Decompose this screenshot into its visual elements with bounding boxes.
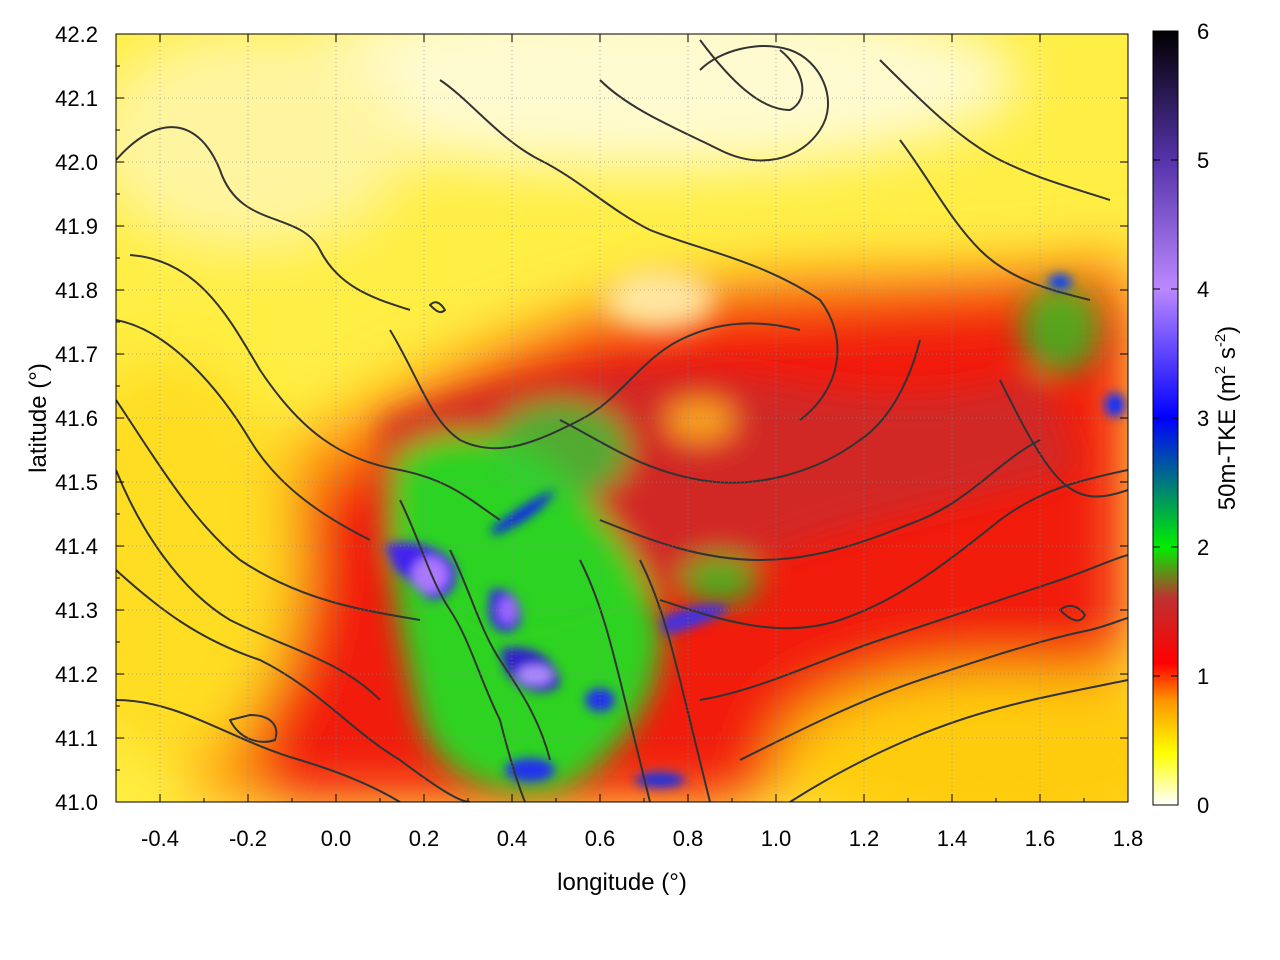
y-tick-label: 41.4	[55, 534, 98, 559]
y-tick-label: 41.2	[55, 662, 98, 687]
x-tick-label: 0.8	[673, 826, 704, 851]
tke-field	[116, 34, 1128, 802]
x-tick-label: 0.0	[321, 826, 352, 851]
colorbar-tick-label: 4	[1197, 277, 1209, 302]
y-tick-label: 41.8	[55, 278, 98, 303]
x-tick-label: 0.6	[585, 826, 616, 851]
y-tick-label: 41.9	[55, 214, 98, 239]
y-tick-label: 42.0	[55, 150, 98, 175]
x-tick-label: 0.4	[497, 826, 528, 851]
x-tick-label: 1.8	[1113, 826, 1144, 851]
y-axis-label: latitude (°)	[25, 363, 52, 473]
colorbar-label-sup1: 2	[1212, 366, 1229, 374]
x-tick-label: -0.4	[141, 826, 179, 851]
y-tick-label: 42.2	[55, 22, 98, 47]
x-tick-label: 0.2	[409, 826, 440, 851]
x-axis-label: longitude (°)	[557, 869, 687, 896]
y-axis-ticks: 41.0 41.1 41.2 41.3 41.4 41.5 41.6 41.7 41.8 41.9…	[55, 22, 1128, 815]
colorbar-tick-label: 3	[1197, 406, 1209, 431]
colorbar-label-mid: s	[1214, 347, 1241, 366]
y-tick-label: 41.5	[55, 470, 98, 495]
colorbar-tick-label: 6	[1197, 19, 1209, 44]
colorbar-label-main: 50m-TKE (m	[1214, 374, 1241, 510]
colorbar: 0 1 2 3 4 5 6 50m-TKE (m2 s-2)	[1152, 19, 1241, 818]
x-tick-label: 1.2	[849, 826, 880, 851]
x-tick-label: -0.2	[229, 826, 267, 851]
x-tick-label: 1.0	[761, 826, 792, 851]
terrain-contours	[116, 39, 1128, 802]
colorbar-tick-label: 2	[1197, 535, 1209, 560]
y-tick-label: 41.3	[55, 598, 98, 623]
x-tick-label: 1.6	[1025, 826, 1056, 851]
y-tick-label: 41.6	[55, 406, 98, 431]
colorbar-label-sup2: -2	[1212, 334, 1229, 347]
y-tick-label: 41.1	[55, 726, 98, 751]
x-axis-ticks: -0.4 -0.2 0.0 0.2 0.4 0.6 0.8 1.0 1.2 1.4 1.6 1.8	[115, 34, 1144, 851]
colorbar-ticks: 0 1 2 3 4 5 6	[1153, 19, 1209, 818]
x-tick-label: 1.4	[937, 826, 968, 851]
colorbar-label: 50m-TKE (m2 s-2)	[1212, 326, 1241, 510]
colorbar-tick-label: 0	[1197, 793, 1209, 818]
y-tick-label: 42.1	[55, 86, 98, 111]
colorbar-label-end: )	[1214, 326, 1241, 334]
y-tick-label: 41.0	[55, 790, 98, 815]
colorbar-tick-label: 1	[1197, 664, 1209, 689]
y-tick-label: 41.7	[55, 342, 98, 367]
colorbar-tick-label: 5	[1197, 148, 1209, 173]
